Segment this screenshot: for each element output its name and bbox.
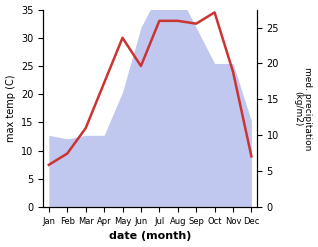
Y-axis label: med. precipitation
(kg/m2): med. precipitation (kg/m2) [293,67,313,150]
Y-axis label: max temp (C): max temp (C) [5,75,16,142]
X-axis label: date (month): date (month) [109,231,191,242]
